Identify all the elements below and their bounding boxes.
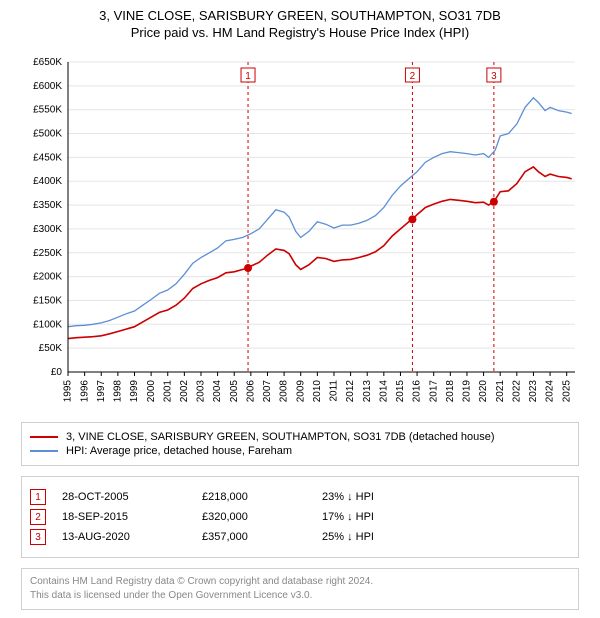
- svg-text:1998: 1998: [113, 380, 124, 403]
- event-price: £357,000: [202, 531, 322, 543]
- svg-text:£400K: £400K: [33, 176, 62, 187]
- event-date: 28-OCT-2005: [62, 491, 202, 503]
- svg-text:£650K: £650K: [33, 57, 62, 68]
- svg-text:2025: 2025: [561, 380, 572, 403]
- event-badge: 2: [30, 509, 46, 525]
- svg-text:2022: 2022: [511, 380, 522, 403]
- sale-marker-1: [244, 264, 252, 272]
- svg-text:2000: 2000: [146, 380, 157, 403]
- svg-text:2020: 2020: [478, 380, 489, 403]
- event-delta: 25% ↓ HPI: [322, 531, 570, 543]
- sale-marker-3: [490, 198, 498, 206]
- svg-text:£0: £0: [51, 367, 63, 378]
- svg-text:£600K: £600K: [33, 81, 62, 92]
- events-box: 1 28-OCT-2005£218,00023% ↓ HPI 2 18-SEP-201…: [21, 476, 579, 558]
- svg-text:2011: 2011: [329, 380, 340, 402]
- event-delta: 17% ↓ HPI: [322, 511, 570, 523]
- svg-text:2021: 2021: [495, 380, 506, 403]
- svg-text:£150K: £150K: [33, 295, 62, 306]
- svg-text:£350K: £350K: [33, 200, 62, 211]
- svg-text:£450K: £450K: [33, 152, 62, 163]
- page-root: 3, VINE CLOSE, SARISBURY GREEN, SOUTHAMP…: [0, 0, 600, 610]
- svg-text:2024: 2024: [545, 380, 556, 403]
- event-badge: 1: [30, 489, 46, 505]
- svg-text:2009: 2009: [295, 380, 306, 403]
- title-address: 3, VINE CLOSE, SARISBURY GREEN, SOUTHAMP…: [0, 8, 600, 23]
- svg-text:2016: 2016: [412, 380, 423, 403]
- svg-text:1: 1: [245, 71, 251, 82]
- legend-swatch: [30, 436, 58, 438]
- legend-box: 3, VINE CLOSE, SARISBURY GREEN, SOUTHAMP…: [21, 422, 579, 466]
- svg-text:£200K: £200K: [33, 272, 62, 283]
- svg-text:2008: 2008: [279, 380, 290, 403]
- event-date: 18-SEP-2015: [62, 511, 202, 523]
- event-row: 3 13-AUG-2020£357,00025% ↓ HPI: [30, 529, 570, 545]
- event-date: 13-AUG-2020: [62, 531, 202, 543]
- svg-text:2023: 2023: [528, 380, 539, 403]
- event-row: 2 18-SEP-2015£320,00017% ↓ HPI: [30, 509, 570, 525]
- footer-box: Contains HM Land Registry data © Crown c…: [21, 568, 579, 610]
- legend-label: HPI: Average price, detached house, Fare…: [66, 445, 292, 457]
- svg-text:1995: 1995: [63, 380, 74, 403]
- svg-text:1996: 1996: [79, 380, 90, 403]
- svg-text:2012: 2012: [345, 380, 356, 403]
- svg-text:2017: 2017: [428, 380, 439, 403]
- svg-text:2013: 2013: [362, 380, 373, 403]
- svg-text:2001: 2001: [162, 380, 173, 403]
- svg-text:1999: 1999: [129, 380, 140, 403]
- line-chart-svg: £0 £50K £100K £150K £200K £250K £300K £350K £400…: [20, 52, 580, 412]
- chart-area: £0 £50K £100K £150K £200K £250K £300K £350K £400…: [20, 52, 580, 412]
- svg-text:£500K: £500K: [33, 129, 62, 140]
- svg-text:£50K: £50K: [39, 343, 63, 354]
- title-subtitle: Price paid vs. HM Land Registry's House …: [0, 25, 600, 40]
- event-delta: 23% ↓ HPI: [322, 491, 570, 503]
- svg-text:2015: 2015: [395, 380, 406, 403]
- svg-text:2014: 2014: [378, 380, 389, 403]
- svg-text:2002: 2002: [179, 380, 190, 403]
- legend-swatch: [30, 450, 58, 452]
- footer-line1: Contains HM Land Registry data © Crown c…: [30, 575, 570, 589]
- svg-text:2004: 2004: [212, 380, 223, 403]
- svg-text:1997: 1997: [96, 380, 107, 403]
- legend-label: 3, VINE CLOSE, SARISBURY GREEN, SOUTHAMP…: [66, 431, 495, 443]
- chart-header: 3, VINE CLOSE, SARISBURY GREEN, SOUTHAMP…: [0, 0, 600, 44]
- svg-text:2007: 2007: [262, 380, 273, 403]
- svg-text:£300K: £300K: [33, 224, 62, 235]
- svg-text:2: 2: [410, 71, 416, 82]
- event-price: £320,000: [202, 511, 322, 523]
- svg-text:2010: 2010: [312, 380, 323, 403]
- svg-text:£100K: £100K: [33, 319, 62, 330]
- legend-row: 3, VINE CLOSE, SARISBURY GREEN, SOUTHAMP…: [30, 431, 570, 443]
- sale-marker-2: [408, 215, 416, 223]
- event-row: 1 28-OCT-2005£218,00023% ↓ HPI: [30, 489, 570, 505]
- svg-text:3: 3: [491, 71, 497, 82]
- svg-text:2019: 2019: [462, 380, 473, 403]
- footer-line2: This data is licensed under the Open Gov…: [30, 589, 570, 603]
- svg-text:2005: 2005: [229, 380, 240, 403]
- svg-text:£250K: £250K: [33, 248, 62, 259]
- svg-text:2018: 2018: [445, 380, 456, 403]
- event-price: £218,000: [202, 491, 322, 503]
- svg-text:2006: 2006: [245, 380, 256, 403]
- svg-text:£550K: £550K: [33, 105, 62, 116]
- legend-row: HPI: Average price, detached house, Fare…: [30, 445, 570, 457]
- svg-text:2003: 2003: [196, 380, 207, 403]
- event-badge: 3: [30, 529, 46, 545]
